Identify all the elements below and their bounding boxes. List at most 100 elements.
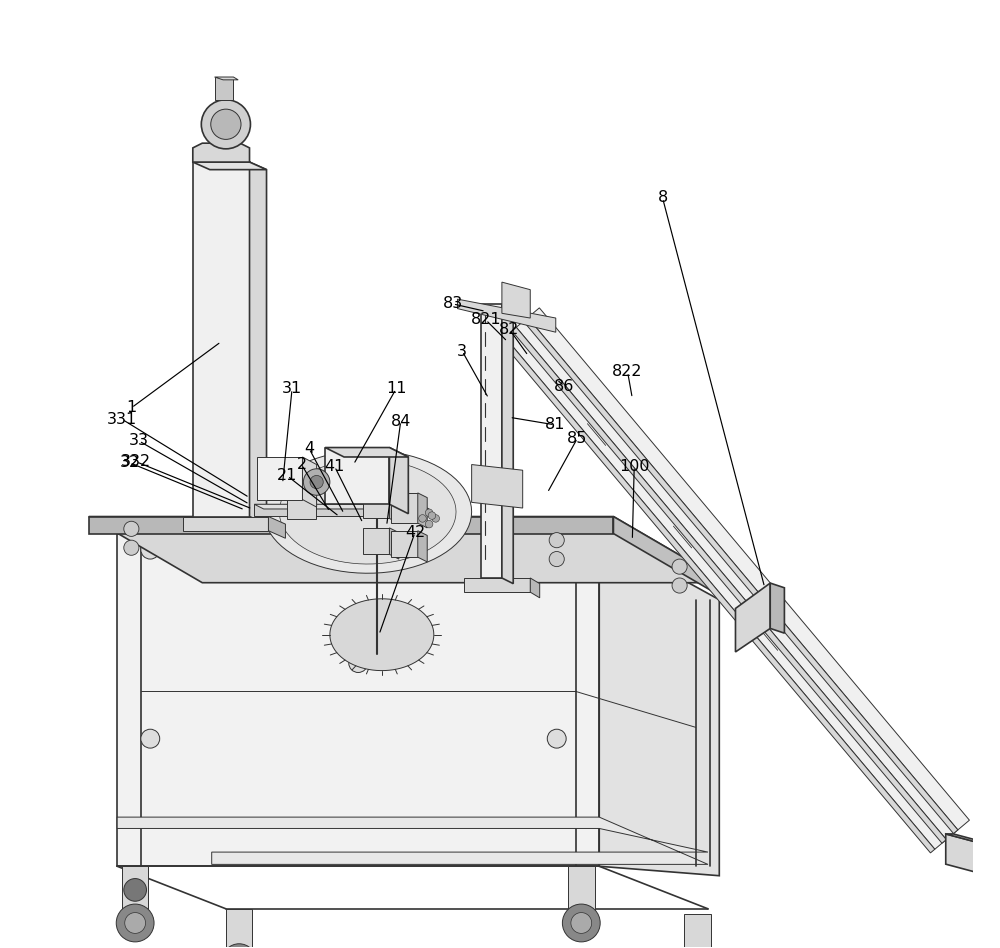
Circle shape — [124, 879, 146, 902]
Circle shape — [547, 729, 566, 748]
Circle shape — [425, 509, 433, 517]
Circle shape — [227, 560, 234, 568]
Circle shape — [672, 559, 687, 574]
Polygon shape — [516, 318, 958, 840]
Text: 86: 86 — [554, 378, 574, 393]
Circle shape — [124, 540, 139, 556]
Circle shape — [549, 533, 564, 548]
Polygon shape — [389, 492, 399, 523]
Circle shape — [432, 515, 440, 522]
Polygon shape — [946, 834, 982, 842]
Polygon shape — [500, 337, 935, 853]
Polygon shape — [735, 583, 770, 652]
Polygon shape — [325, 447, 389, 504]
Polygon shape — [528, 308, 969, 830]
Polygon shape — [391, 531, 418, 557]
Text: 331: 331 — [107, 411, 137, 427]
Text: 3: 3 — [457, 343, 467, 358]
Polygon shape — [287, 499, 316, 520]
Polygon shape — [215, 77, 238, 80]
Text: 82: 82 — [499, 322, 520, 337]
Polygon shape — [264, 450, 472, 574]
Circle shape — [402, 501, 409, 509]
Circle shape — [369, 506, 376, 514]
Polygon shape — [946, 834, 974, 872]
Polygon shape — [268, 517, 285, 538]
Text: 81: 81 — [545, 417, 565, 432]
Polygon shape — [418, 493, 427, 528]
Polygon shape — [193, 143, 250, 162]
Polygon shape — [117, 534, 599, 866]
Polygon shape — [512, 327, 946, 843]
Polygon shape — [89, 517, 613, 534]
Text: 83: 83 — [443, 297, 463, 311]
Circle shape — [124, 521, 139, 537]
Circle shape — [547, 540, 566, 559]
Circle shape — [222, 944, 256, 948]
Polygon shape — [254, 504, 429, 509]
Polygon shape — [330, 599, 434, 670]
Polygon shape — [481, 304, 502, 578]
Circle shape — [388, 496, 395, 503]
Polygon shape — [122, 866, 148, 923]
Polygon shape — [389, 447, 408, 514]
Polygon shape — [279, 460, 456, 564]
Text: 100: 100 — [619, 459, 649, 474]
Text: 1: 1 — [126, 400, 136, 415]
Text: 2: 2 — [296, 457, 307, 472]
Circle shape — [349, 653, 368, 672]
Circle shape — [373, 501, 381, 509]
Polygon shape — [117, 817, 708, 865]
Polygon shape — [183, 517, 268, 531]
Polygon shape — [215, 77, 233, 100]
Text: 31: 31 — [282, 381, 302, 396]
Circle shape — [562, 904, 600, 942]
Polygon shape — [389, 528, 399, 559]
Polygon shape — [418, 531, 427, 562]
Polygon shape — [599, 534, 719, 876]
Polygon shape — [89, 517, 727, 583]
Polygon shape — [325, 447, 408, 457]
Text: 42: 42 — [405, 525, 425, 540]
Circle shape — [201, 100, 250, 149]
Polygon shape — [568, 866, 595, 923]
Text: 822: 822 — [612, 364, 643, 379]
Text: 332: 332 — [121, 454, 151, 469]
Text: 85: 85 — [567, 430, 588, 446]
Text: 84: 84 — [391, 413, 411, 428]
Circle shape — [310, 475, 323, 488]
Circle shape — [141, 540, 160, 559]
Polygon shape — [193, 162, 250, 517]
Polygon shape — [684, 914, 711, 948]
Text: 8: 8 — [657, 191, 668, 206]
Circle shape — [116, 904, 154, 942]
Text: 21: 21 — [277, 468, 298, 483]
Polygon shape — [363, 492, 389, 519]
Circle shape — [303, 469, 330, 495]
Text: 41: 41 — [324, 459, 345, 474]
Circle shape — [125, 913, 146, 934]
Circle shape — [419, 515, 426, 522]
Circle shape — [428, 512, 436, 520]
Text: 821: 821 — [471, 313, 501, 327]
Polygon shape — [457, 300, 556, 332]
Text: 33: 33 — [129, 433, 149, 448]
Circle shape — [345, 501, 353, 509]
Text: 32: 32 — [119, 455, 140, 470]
Polygon shape — [193, 162, 267, 170]
Polygon shape — [472, 465, 523, 508]
Circle shape — [672, 578, 687, 593]
Polygon shape — [257, 457, 302, 500]
Text: 4: 4 — [304, 441, 314, 456]
Polygon shape — [502, 304, 513, 584]
Polygon shape — [363, 528, 389, 555]
Circle shape — [141, 729, 160, 748]
Polygon shape — [250, 162, 267, 524]
Polygon shape — [770, 583, 784, 633]
Circle shape — [213, 557, 220, 565]
Polygon shape — [302, 457, 317, 507]
Circle shape — [571, 913, 592, 934]
Polygon shape — [464, 578, 530, 592]
Polygon shape — [523, 318, 958, 833]
Polygon shape — [613, 517, 727, 600]
